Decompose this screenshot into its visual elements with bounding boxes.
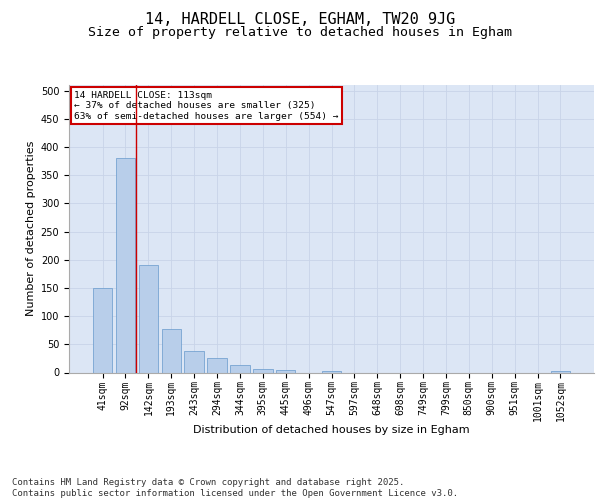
Bar (253, 369, 272, 372)
X-axis label: Distribution of detached houses by size in Egham: Distribution of detached houses by size … (193, 426, 470, 436)
Bar (161, 328, 181, 372)
Y-axis label: Number of detached properties: Number of detached properties (26, 141, 37, 316)
Bar (116, 158, 135, 372)
Text: 14, HARDELL CLOSE, EGHAM, TW20 9JG: 14, HARDELL CLOSE, EGHAM, TW20 9JG (145, 12, 455, 28)
Text: Size of property relative to detached houses in Egham: Size of property relative to detached ho… (88, 26, 512, 39)
Bar (230, 364, 250, 372)
Bar (276, 370, 295, 372)
Bar (184, 351, 204, 372)
Bar (551, 371, 570, 372)
Text: Contains HM Land Registry data © Crown copyright and database right 2025.
Contai: Contains HM Land Registry data © Crown c… (12, 478, 458, 498)
Bar (208, 358, 227, 372)
Bar (139, 266, 158, 372)
Text: 14 HARDELL CLOSE: 113sqm
← 37% of detached houses are smaller (325)
63% of semi-: 14 HARDELL CLOSE: 113sqm ← 37% of detach… (74, 91, 339, 120)
Bar (93, 288, 112, 372)
